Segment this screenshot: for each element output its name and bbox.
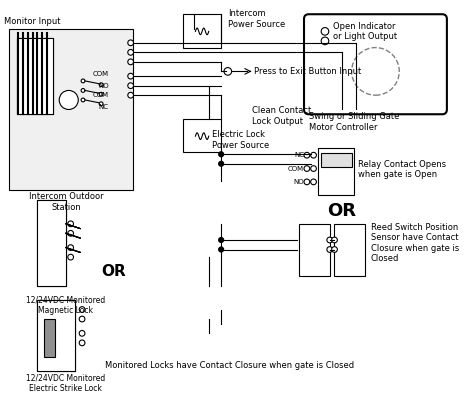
Text: NO: NO <box>293 179 304 185</box>
Bar <box>17 38 53 114</box>
Text: NC: NC <box>99 104 109 110</box>
Circle shape <box>99 102 103 106</box>
Text: Relay Contact Opens
when gate is Open: Relay Contact Opens when gate is Open <box>358 160 447 179</box>
Circle shape <box>310 179 317 185</box>
Circle shape <box>304 166 310 172</box>
Circle shape <box>81 89 85 93</box>
Circle shape <box>219 237 224 242</box>
Circle shape <box>79 330 85 336</box>
Text: Intercom Outdoor
Station: Intercom Outdoor Station <box>28 193 103 212</box>
Circle shape <box>79 306 85 312</box>
Circle shape <box>321 27 329 35</box>
Bar <box>17 38 53 114</box>
Circle shape <box>128 50 134 55</box>
Circle shape <box>327 237 333 243</box>
Circle shape <box>81 79 85 83</box>
Circle shape <box>304 179 310 185</box>
Circle shape <box>332 247 337 252</box>
Circle shape <box>310 152 317 158</box>
FancyBboxPatch shape <box>304 14 447 114</box>
Circle shape <box>128 73 134 79</box>
Circle shape <box>59 91 78 110</box>
Circle shape <box>68 245 73 251</box>
Bar <box>321 153 352 167</box>
Text: Press to Exit Button Input: Press to Exit Button Input <box>254 67 361 76</box>
Text: Electric Lock
Power Source: Electric Lock Power Source <box>211 130 269 150</box>
Circle shape <box>219 162 224 166</box>
Bar <box>37 200 66 286</box>
Circle shape <box>81 98 85 102</box>
Text: Reed Switch Position
Sensor have Contact
Closure when gate is
Closed: Reed Switch Position Sensor have Contact… <box>371 223 459 263</box>
Text: Swing or Sliding Gate
Motor Controller: Swing or Sliding Gate Motor Controller <box>309 112 399 132</box>
Bar <box>299 224 330 276</box>
Text: OR: OR <box>328 202 356 220</box>
Circle shape <box>332 237 337 243</box>
Text: 12/24VDC Monitored
Electric Strike Lock: 12/24VDC Monitored Electric Strike Lock <box>26 373 106 393</box>
Text: COM: COM <box>92 92 109 98</box>
Bar <box>183 14 221 48</box>
Circle shape <box>128 83 134 89</box>
Circle shape <box>128 40 134 46</box>
Text: Open Indicator
or Light Output: Open Indicator or Light Output <box>333 22 397 41</box>
Bar <box>44 319 55 357</box>
Circle shape <box>224 67 232 75</box>
Circle shape <box>304 152 310 158</box>
Text: COM: COM <box>92 71 109 77</box>
Circle shape <box>68 230 73 236</box>
Circle shape <box>99 83 103 87</box>
Text: Clean Contact
Lock Output: Clean Contact Lock Output <box>252 106 311 126</box>
Text: NC: NC <box>294 152 304 158</box>
Circle shape <box>68 254 73 260</box>
Text: Intercom
Power Source: Intercom Power Source <box>228 9 285 29</box>
Circle shape <box>79 340 85 346</box>
Circle shape <box>128 93 134 98</box>
Circle shape <box>219 247 224 252</box>
Bar <box>335 224 365 276</box>
Circle shape <box>310 166 317 172</box>
Bar <box>183 119 221 152</box>
Text: OR: OR <box>101 264 126 279</box>
Circle shape <box>219 152 224 157</box>
Circle shape <box>128 59 134 65</box>
Circle shape <box>68 221 73 227</box>
Text: 12/24VDC Monitored
Magnetic Lock: 12/24VDC Monitored Magnetic Lock <box>26 295 106 315</box>
Circle shape <box>327 247 333 252</box>
Circle shape <box>99 93 103 96</box>
Circle shape <box>79 316 85 322</box>
Bar <box>37 300 75 372</box>
Bar <box>37 200 66 286</box>
Bar <box>319 148 355 195</box>
Text: Monitor Input: Monitor Input <box>4 17 61 26</box>
Bar <box>9 29 133 191</box>
Circle shape <box>321 37 329 45</box>
Text: Monitored Locks have Contact Closure when gate is Closed: Monitored Locks have Contact Closure whe… <box>105 360 354 370</box>
Text: NO: NO <box>98 83 109 89</box>
Text: COM: COM <box>288 166 304 172</box>
Bar <box>37 300 75 372</box>
Circle shape <box>352 48 399 95</box>
